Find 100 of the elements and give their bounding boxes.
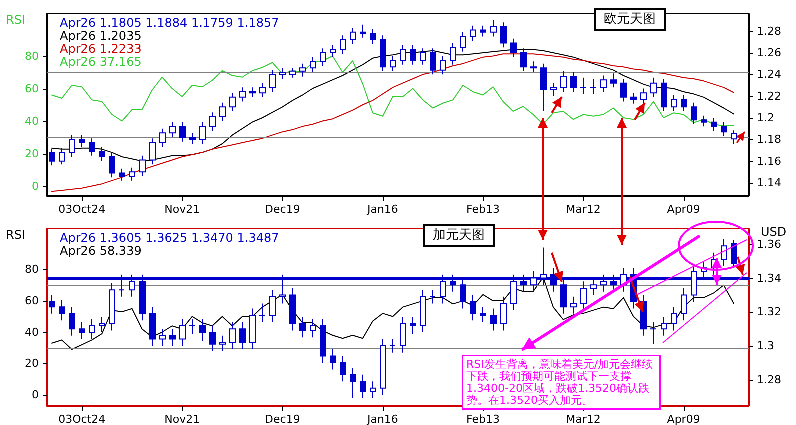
y2-axis-title: USD: [761, 225, 787, 239]
y-tick-label: 20: [25, 357, 39, 370]
y-tick-label: 80: [25, 50, 39, 63]
candlestick: [179, 122, 186, 142]
candlestick: [500, 22, 507, 48]
y2-tick-label: 1.3: [757, 340, 774, 353]
candlestick: [119, 168, 125, 182]
candlestick: [310, 318, 316, 338]
candlestick: [450, 42, 456, 66]
y-tick-label: 0: [32, 180, 39, 193]
candlestick: [470, 294, 476, 322]
x-tick-label: Apr09: [667, 413, 700, 425]
candlestick: [79, 322, 85, 340]
candlestick: [219, 102, 226, 122]
candlestick: [691, 102, 697, 125]
candlestick: [189, 132, 196, 144]
candlestick: [610, 73, 617, 88]
candlestick: [189, 318, 196, 335]
x-tick-label: Apr09: [667, 203, 700, 216]
candlestick: [129, 167, 135, 182]
x-tick-label: Feb13: [466, 413, 500, 425]
candlestick: [380, 35, 386, 72]
candlestick: [350, 28, 356, 45]
candlestick: [410, 316, 416, 335]
y-tick-label: 80: [25, 263, 39, 276]
candlestick: [340, 35, 346, 55]
candlestick: [320, 318, 326, 364]
candlestick: [570, 72, 577, 92]
candlestick: [340, 356, 346, 382]
candlestick: [350, 368, 356, 400]
candlestick: [650, 322, 657, 345]
candlestick: [299, 63, 306, 78]
candlestick: [49, 294, 55, 314]
candlestick: [59, 300, 65, 322]
candlestick: [99, 316, 105, 333]
candlestick: [560, 70, 567, 92]
candlestick: [169, 328, 176, 347]
candlestick: [109, 152, 115, 178]
candlestick: [139, 155, 146, 177]
candlestick: [440, 56, 446, 76]
candlestick: [299, 316, 306, 338]
candlestick: [480, 306, 486, 323]
candlestick: [159, 128, 166, 148]
candlestick: [69, 134, 75, 158]
line-series: [52, 277, 734, 350]
y-tick-label: 60: [25, 294, 39, 308]
y-tick-label: 0: [32, 388, 39, 402]
y2-tick-label: 1.2: [757, 112, 774, 124]
candlestick: [390, 338, 396, 354]
y-tick-label: 20: [25, 147, 39, 160]
candlestick: [580, 77, 587, 95]
candlestick: [209, 325, 216, 352]
candlestick: [370, 28, 376, 45]
line-series: [52, 56, 734, 128]
candlestick: [661, 316, 667, 336]
y2-tick-label: 1.28: [757, 373, 782, 386]
y2-tick-label: 1.16: [757, 154, 782, 168]
candlestick: [209, 112, 216, 132]
candlestick: [219, 335, 226, 352]
candlestick: [480, 25, 486, 38]
text: Apr26 1.1805 1.1884 1.1759 1.1857: [60, 16, 280, 30]
candlestick: [229, 322, 236, 350]
candlestick: [470, 25, 476, 42]
series-label: Apr26 37.165: [60, 55, 142, 69]
candlestick: [159, 328, 166, 347]
candlestick: [520, 48, 527, 72]
x-tick-label: Feb13: [466, 203, 500, 216]
candlestick: [731, 130, 737, 145]
candlestick: [370, 381, 376, 400]
x-tick-label: Nov21: [164, 203, 200, 216]
text: Apr26 1.2035: [60, 29, 142, 43]
candlestick: [229, 92, 236, 112]
x-tick-label: Jan16: [366, 413, 398, 425]
candlestick: [650, 77, 657, 98]
candlestick: [89, 138, 95, 156]
y2-tick-label: 1.18: [757, 133, 782, 146]
candlestick: [420, 290, 426, 333]
candlestick: [330, 44, 336, 58]
candlestick: [530, 61, 537, 73]
candlestick: [79, 134, 85, 148]
candlestick: [169, 122, 176, 138]
x-tick-label: Dec19: [265, 413, 300, 425]
candlestick: [259, 303, 266, 323]
candlestick: [360, 24, 366, 38]
candlestick: [590, 78, 597, 95]
candlestick: [671, 306, 677, 332]
line-series: [52, 54, 734, 192]
candlestick: [239, 322, 246, 350]
y2-tick-label: 1.34: [757, 272, 782, 285]
candlestick: [109, 282, 115, 332]
candlestick: [490, 308, 497, 332]
candlestick: [259, 82, 266, 98]
y2-tick-label: 1.32: [757, 306, 782, 319]
candlestick: [701, 115, 707, 128]
candlestick: [721, 122, 727, 137]
candlestick: [630, 92, 637, 104]
x-tick-label: 03Oct24: [58, 413, 106, 425]
y2-tick-label: 1.22: [757, 90, 782, 103]
text: Apr26 58.339: [60, 244, 142, 258]
candlestick: [410, 44, 416, 66]
